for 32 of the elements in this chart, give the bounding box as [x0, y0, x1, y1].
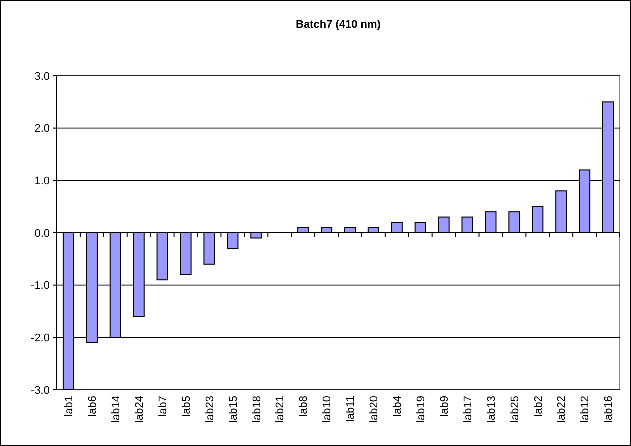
- x-tick-label: lab5: [180, 396, 193, 417]
- x-tick-label: lab17: [462, 396, 474, 423]
- x-tick-label: lab6: [87, 396, 100, 417]
- y-tick-label: -2.0: [31, 332, 50, 345]
- x-tick-label: lab13: [486, 396, 498, 423]
- y-tick-label: 0.0: [34, 228, 50, 240]
- x-tick-label: lab21: [274, 396, 287, 423]
- x-tick-label: lab18: [251, 396, 264, 423]
- x-tick-label: lab10: [322, 396, 334, 423]
- x-tick-label: lab9: [438, 396, 451, 417]
- y-tick-label: 2.0: [34, 123, 50, 136]
- y-tick-label: -1.0: [31, 280, 50, 292]
- x-tick-label: lab7: [157, 396, 170, 417]
- x-tick-label: lab23: [204, 396, 216, 423]
- y-tick-label: -3.0: [31, 384, 50, 397]
- x-tick-label: lab15: [228, 396, 240, 423]
- x-tick-label: lab25: [509, 396, 522, 423]
- x-tick-label: lab1: [64, 396, 76, 417]
- x-tick-label: lab24: [134, 396, 146, 423]
- x-tick-label: lab20: [368, 396, 381, 423]
- x-tick-label: lab22: [556, 396, 568, 423]
- chart-title: Batch7 (410 nm): [296, 19, 382, 31]
- y-tick-label: 1.0: [34, 176, 50, 188]
- x-tick-label: lab12: [580, 396, 592, 423]
- x-tick-label: lab19: [415, 396, 428, 423]
- x-tick-label: lab14: [110, 396, 122, 423]
- y-tick-label: 3.0: [34, 70, 50, 83]
- x-tick-label: lab2: [532, 396, 545, 417]
- x-tick-label: lab16: [603, 396, 616, 423]
- x-tick-label: lab11: [345, 396, 358, 422]
- x-tick-label: lab8: [298, 396, 310, 417]
- x-tick-label: lab4: [392, 396, 404, 417]
